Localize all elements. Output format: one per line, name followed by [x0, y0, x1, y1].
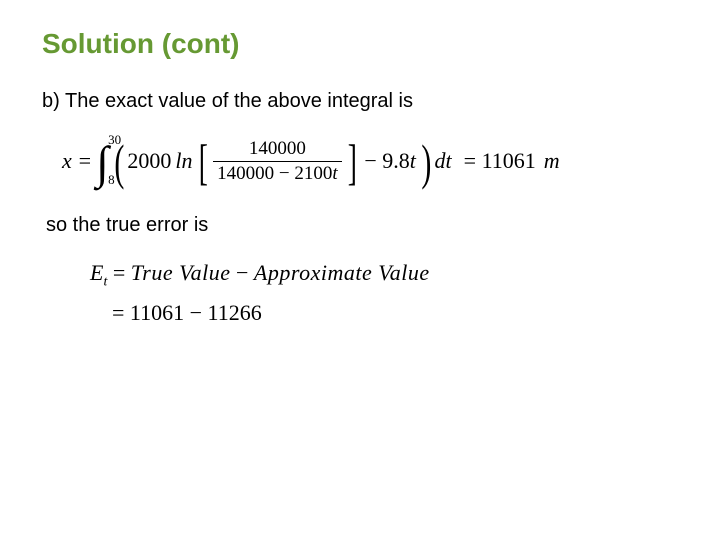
- open-bracket: [: [198, 137, 207, 187]
- subtract-term: − 9.8t: [364, 148, 416, 174]
- equals-value: = 11061: [464, 148, 536, 174]
- fraction-denominator: 140000 − 2100t: [213, 164, 342, 184]
- lhs-variable: x =: [62, 148, 92, 174]
- equation-error: Et = True Value − Approximate Value = 11…: [90, 260, 678, 326]
- fraction-bar: [213, 161, 342, 162]
- integral-symbol: 30 ∫ 8: [96, 138, 109, 184]
- numeric-2: 11266: [208, 300, 262, 325]
- error-lhs: Et: [90, 260, 113, 285]
- unit-label: m: [544, 148, 560, 174]
- close-paren: ): [421, 137, 431, 187]
- coefficient: 2000: [127, 148, 171, 174]
- ln-label: ln: [175, 148, 192, 174]
- slide-title: Solution (cont): [42, 28, 678, 60]
- open-paren: (: [114, 137, 124, 187]
- line-b-text: b) The exact value of the above integral…: [42, 88, 678, 114]
- equation-error-line1: Et = True Value − Approximate Value: [90, 260, 678, 290]
- slide: Solution (cont) b) The exact value of th…: [0, 0, 720, 540]
- true-value-label: True Value: [131, 260, 231, 285]
- fraction: 140000 140000 − 2100t: [213, 139, 342, 184]
- close-bracket: ]: [347, 137, 356, 187]
- numeric-1: 11061: [130, 300, 184, 325]
- differential: dt: [435, 148, 452, 174]
- equation-error-line2: = 11061 − 11266: [112, 300, 678, 326]
- fraction-numerator: 140000: [245, 139, 310, 159]
- equation-integral: x = 30 ∫ 8 ( 2000 ln [ 140000 140000 − 2…: [62, 136, 678, 186]
- line-so-text: so the true error is: [46, 212, 678, 238]
- approx-value-label: Approximate Value: [254, 260, 430, 285]
- equation-integral-row: x = 30 ∫ 8 ( 2000 ln [ 140000 140000 − 2…: [62, 136, 678, 186]
- integral-glyph: ∫: [96, 140, 109, 186]
